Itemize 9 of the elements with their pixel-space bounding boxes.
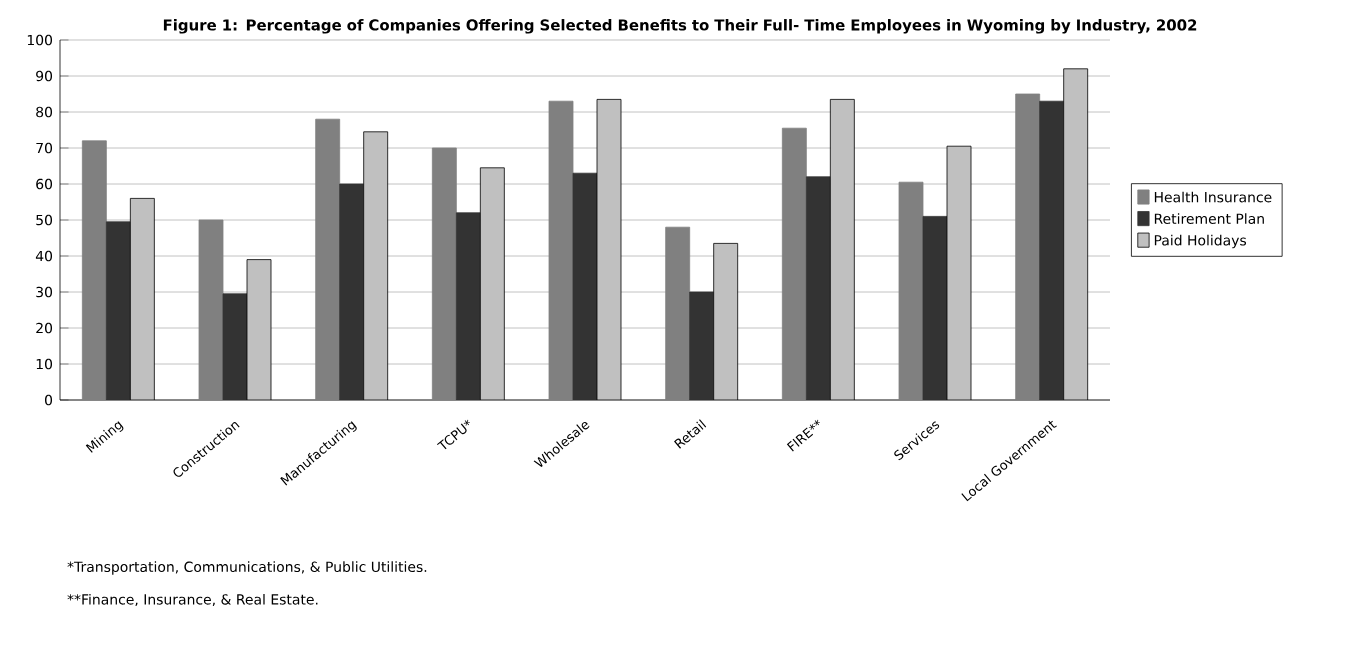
bar	[1063, 68, 1089, 400]
bar	[130, 198, 155, 400]
bar	[830, 99, 855, 400]
bar	[947, 146, 971, 400]
bar	[713, 243, 738, 400]
bar	[597, 99, 622, 400]
bar	[480, 167, 505, 400]
bar	[247, 259, 272, 400]
bar	[363, 131, 388, 400]
